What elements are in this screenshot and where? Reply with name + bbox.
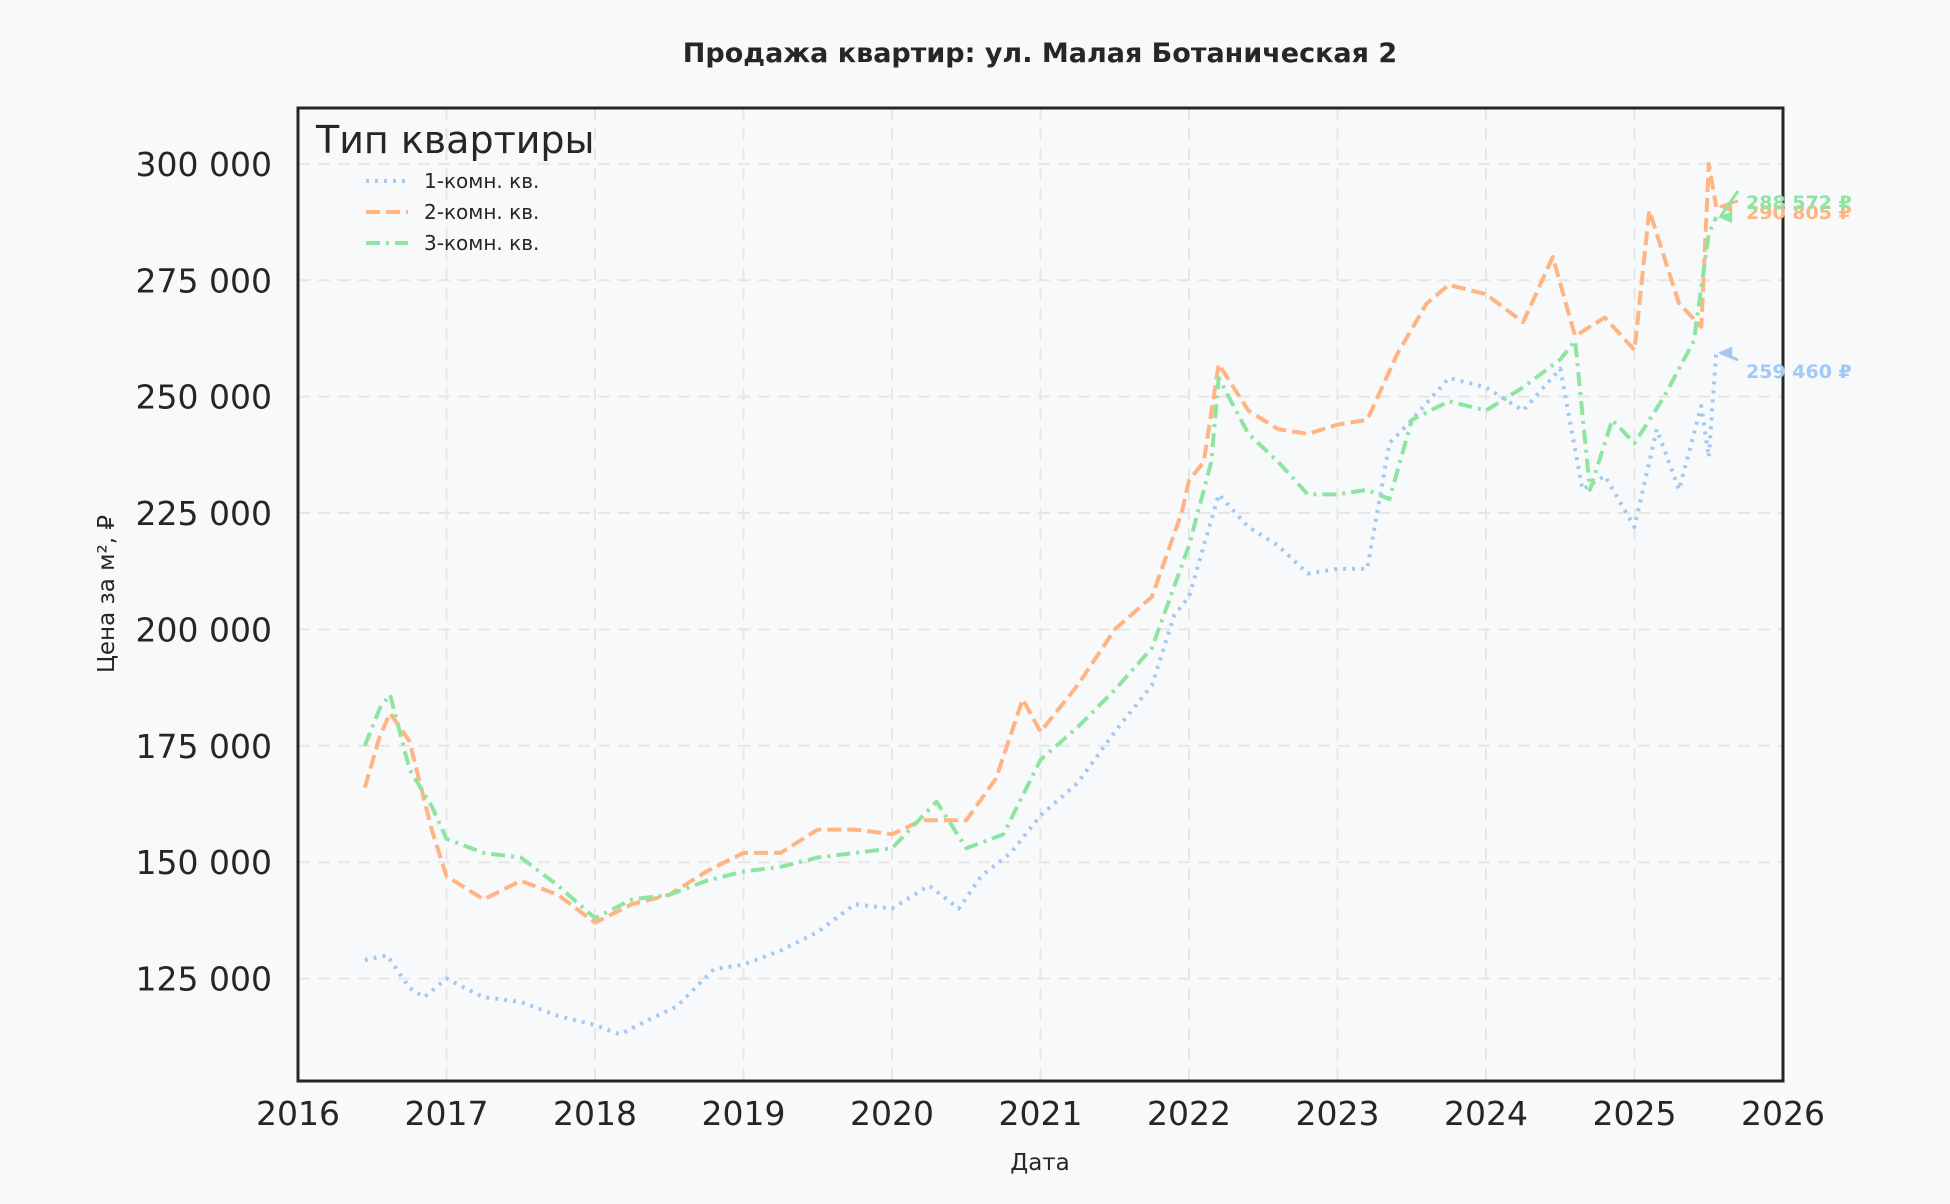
series-line-2 <box>362 161 1719 925</box>
x-tick-label: 2022 <box>1147 1094 1231 1133</box>
y-axis-label: Цена за м², ₽ <box>94 515 120 673</box>
legend-item-label: 3-комн. кв. <box>424 231 539 255</box>
y-tick-label: 125 000 <box>136 960 272 999</box>
y-tick-label: 200 000 <box>136 610 272 649</box>
series-group <box>362 161 1719 1037</box>
x-tick-label: 2026 <box>1741 1094 1825 1133</box>
x-tick-label: 2021 <box>999 1094 1083 1133</box>
x-tick-label: 2025 <box>1593 1094 1677 1133</box>
end-value-label: 288 572 ₽ <box>1746 192 1852 214</box>
legend-title: Тип квартиры <box>315 118 595 162</box>
x-tick-label: 2018 <box>553 1094 637 1133</box>
x-axis-label: Дата <box>1010 1150 1070 1176</box>
axis-ticks: 2016 2017 2018 2019 2020 2021 2022 2023 2024 2025… <box>136 145 1825 1133</box>
legend-item-label: 1-комн. кв. <box>424 169 539 193</box>
x-tick-label: 2016 <box>256 1094 340 1133</box>
legend: Тип квартиры 1-комн. кв. 2-комн. кв. 3-ком… <box>315 118 595 255</box>
plot-frame <box>296 106 1785 1083</box>
series-line-3 <box>362 216 1719 921</box>
x-tick-label: 2019 <box>702 1094 786 1133</box>
annotation-arrow <box>1718 190 1740 218</box>
annotation-arrowhead <box>1718 211 1733 224</box>
x-tick-label: 2020 <box>850 1094 934 1133</box>
y-tick-label: 250 000 <box>136 378 272 417</box>
end-value-label: 290 805 ₽ <box>1746 202 1852 224</box>
y-tick-label: 175 000 <box>136 727 272 766</box>
x-tick-label: 2024 <box>1444 1094 1528 1133</box>
series-line-1 <box>364 352 1719 1037</box>
y-tick-label: 275 000 <box>136 261 272 300</box>
legend-items: 1-комн. кв. 2-комн. кв. 3-комн. кв. <box>366 169 539 255</box>
end-value-label: 259 460 ₽ <box>1746 361 1852 383</box>
y-tick-label: 225 000 <box>136 494 272 533</box>
y-tick-label: 300 000 <box>136 145 272 184</box>
x-tick-label: 2017 <box>405 1094 489 1133</box>
chart-title: Продажа квартир: ул. Малая Ботаническая … <box>683 38 1397 69</box>
end-value-annotations: 259 460 ₽ 290 805 ₽288 572 ₽ <box>1718 190 1852 383</box>
legend-item-label: 2-комн. кв. <box>424 200 539 224</box>
annotation-arrowhead <box>1718 346 1733 359</box>
y-tick-label: 150 000 <box>136 843 272 882</box>
x-tick-label: 2023 <box>1296 1094 1380 1133</box>
